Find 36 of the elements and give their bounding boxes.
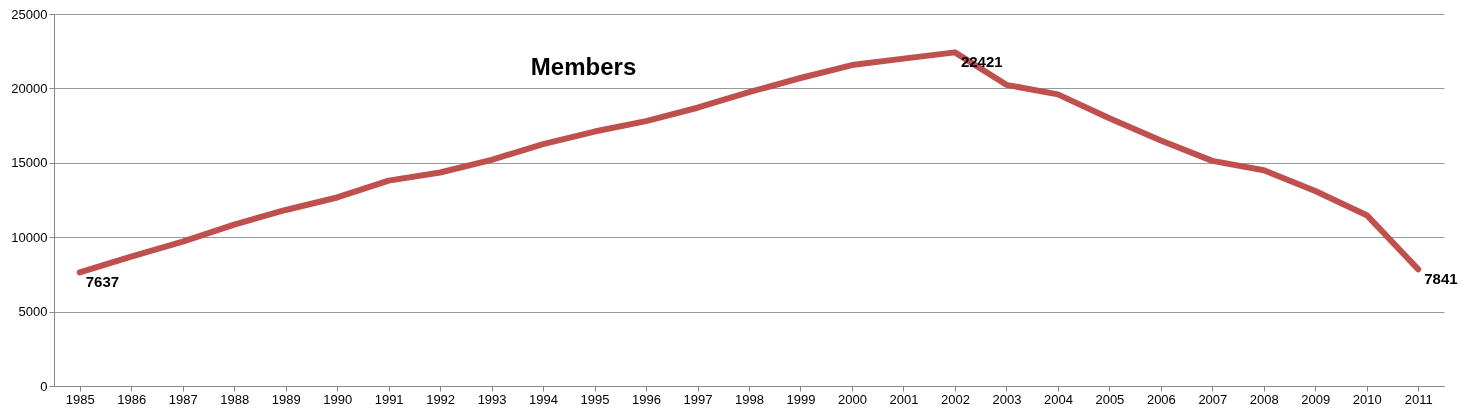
x-tick-label: 1993 (477, 391, 507, 407)
x-tick-label: 1994 (529, 391, 559, 407)
x-tick-label: 2010 (1352, 391, 1382, 407)
x-tick-label: 2006 (1146, 391, 1176, 407)
x-tick-label: 2005 (1095, 391, 1125, 407)
x-tick-label: 2007 (1198, 391, 1228, 407)
y-tick-label: 10000 (11, 229, 48, 245)
x-tick-label: 1992 (426, 391, 456, 407)
x-tick-label: 1998 (735, 391, 764, 407)
x-tick-label: 1995 (580, 391, 610, 407)
y-tick-label: 0 (40, 378, 48, 394)
x-tick-label: 2004 (1043, 391, 1073, 407)
x-tick-label: 2011 (1404, 391, 1433, 407)
x-tick-label: 1986 (117, 391, 147, 407)
x-tick-label: 2001 (889, 391, 919, 407)
x-tick-label: 1985 (65, 391, 95, 407)
x-tick-label: 1991 (374, 391, 404, 407)
x-tick-label: 2000 (838, 391, 867, 407)
x-tick-label: 1987 (168, 391, 198, 407)
data-label: 7637 (85, 273, 120, 291)
x-tick-label: 2002 (940, 391, 970, 407)
x-tick-label: 1988 (220, 391, 250, 407)
y-tick-label: 5000 (18, 304, 48, 320)
x-tick-label: 2009 (1301, 391, 1331, 407)
text: Members (530, 53, 637, 80)
x-tick-label: 1997 (683, 391, 713, 407)
y-tick-label: 15000 (11, 155, 48, 171)
y-tick-label: 20000 (11, 80, 48, 96)
x-tick-label: 1989 (271, 391, 301, 407)
x-tick-label: 1990 (323, 391, 353, 407)
x-tick-label: 2008 (1249, 391, 1279, 407)
x-tick-label: 1999 (786, 391, 816, 407)
x-tick-label: 2003 (992, 391, 1022, 407)
data-label: 7841 (1424, 270, 1458, 288)
x-tick-label: 1996 (632, 391, 661, 407)
y-tick-label: 25000 (11, 6, 48, 22)
